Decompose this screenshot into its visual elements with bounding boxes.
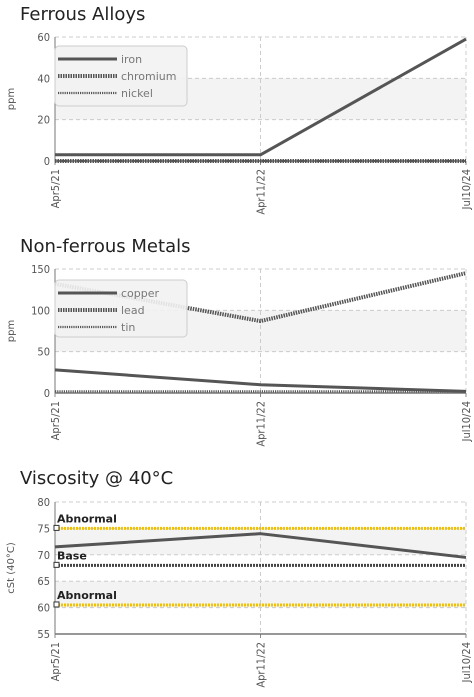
y-tick-label: 55	[37, 628, 50, 641]
x-tick-label: Apr11/22	[255, 169, 268, 215]
y-axis-label: cSt (40°C)	[6, 542, 17, 594]
x-tick-label: Apr5/21	[49, 642, 62, 681]
x-tick-label: Apr11/22	[255, 642, 268, 688]
reference-label: Abnormal	[57, 589, 117, 602]
legend-box	[54, 45, 188, 107]
chart-title: Viscosity @ 40°C	[20, 468, 174, 489]
legend-label: chromium	[121, 70, 177, 83]
legend-label: iron	[121, 53, 142, 66]
legend-label: nickel	[121, 87, 153, 100]
x-tick-label: Jul10/24	[460, 401, 473, 442]
y-tick-label: 20	[37, 114, 50, 127]
plot-ferrous: 0 20 40 60 Apr5/21 Apr11/22 Jul10/24 ppm iron chr…	[6, 31, 473, 215]
y-tick-label: 60	[37, 31, 50, 44]
y-tick-label: 65	[37, 575, 50, 588]
chart-ferrous: Ferrous Alloys 0 20 40 60 Apr5/21 Apr11/22 Jul…	[0, 0, 474, 230]
reference-label: Abnormal	[57, 512, 117, 525]
legend-label: copper	[121, 287, 160, 300]
y-tick-label: 60	[37, 602, 50, 615]
y-tick-label: 50	[37, 346, 50, 359]
y-tick-label: 40	[37, 72, 50, 85]
y-tick-label: 100	[31, 304, 50, 317]
y-tick-label: 70	[37, 549, 50, 562]
y-axis-label: ppm	[6, 320, 17, 342]
y-tick-label: 80	[37, 496, 50, 509]
x-tick-label: Apr5/21	[49, 169, 62, 208]
series-line	[54, 532, 467, 559]
plot-nonferrous: 0 50 100 150 Apr5/21 Apr11/22 Jul10/24 ppm coppe…	[6, 263, 473, 447]
series-line	[55, 37, 467, 157]
legend-label: tin	[121, 321, 135, 334]
y-tick-label: 150	[31, 263, 50, 276]
y-tick-label: 75	[37, 522, 50, 535]
x-tick-label: Jul10/24	[460, 642, 473, 683]
reference-marker	[53, 524, 60, 531]
series-line	[54, 271, 467, 324]
y-axis-label: ppm	[6, 88, 17, 110]
legend-label: lead	[121, 304, 145, 317]
x-tick-label: Apr5/21	[49, 401, 62, 440]
series-line	[54, 368, 467, 393]
x-tick-label: Apr11/22	[255, 401, 268, 447]
y-tick-label: 0	[44, 155, 50, 168]
chart-title: Non-ferrous Metals	[20, 236, 191, 257]
chart-nonferrous: Non-ferrous Metals 0 50 100 150 Apr5/21 Apr11…	[6, 236, 473, 447]
x-tick-label: Jul10/24	[460, 169, 473, 210]
y-tick-label: 0	[44, 387, 50, 400]
reference-marker	[53, 601, 60, 608]
chart-title: Ferrous Alloys	[20, 4, 146, 25]
reference-marker	[53, 561, 60, 568]
reference-label: Base	[57, 549, 87, 562]
